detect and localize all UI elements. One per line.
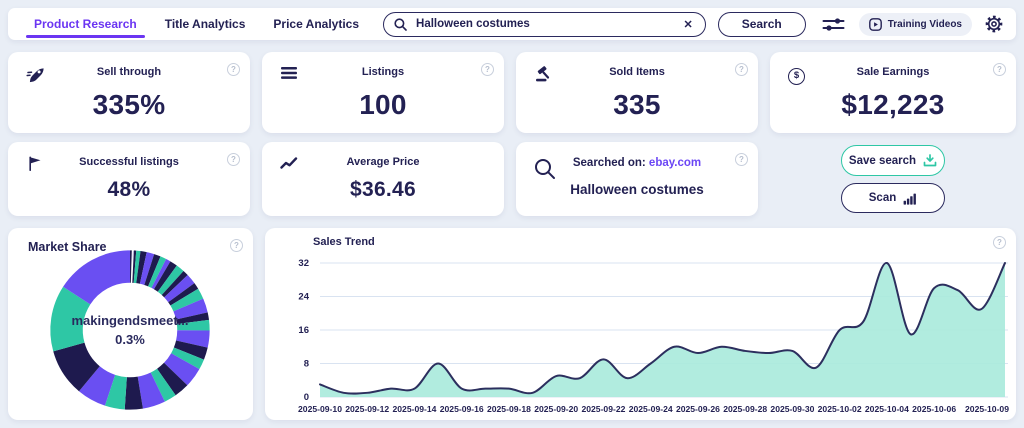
svg-text:32: 32 (298, 258, 309, 269)
help-icon[interactable]: ? (481, 63, 494, 76)
gavel-icon (534, 65, 553, 83)
scan-button[interactable]: Scan (841, 183, 945, 213)
svg-text:2025-09-18: 2025-09-18 (487, 404, 531, 414)
save-tray-icon (923, 154, 937, 167)
help-icon[interactable]: ? (993, 63, 1006, 76)
svg-text:2025-10-06: 2025-10-06 (912, 404, 956, 414)
sale-earnings-card: $ Sale Earnings ? $12,223 (770, 52, 1016, 133)
market-share-donut-chart[interactable]: makingendsmeet... 0.3% (42, 242, 218, 418)
training-videos-button[interactable]: Training Videos (858, 12, 972, 36)
sales-trend-area-chart[interactable]: 0 8 16 24 32 2025-09-10 2025-09-12 2025-09-14 20… (265, 228, 1016, 420)
help-icon[interactable]: ? (227, 63, 240, 76)
svg-text:0: 0 (304, 392, 309, 403)
stat-title: Sell through (96, 66, 162, 78)
average-price-card: Average Price $36.46 (262, 142, 504, 216)
scan-label: Scan (868, 192, 897, 204)
svg-text:2025-09-12: 2025-09-12 (345, 404, 389, 414)
svg-text:2025-09-28: 2025-09-28 (723, 404, 767, 414)
sales-trend-card: Sales Trend ? 0 8 16 24 32 2025-09-10 2025-09-… (265, 228, 1016, 420)
dollar-circle-icon: $ (788, 65, 805, 85)
stat-value: 48% (107, 178, 151, 201)
stat-value: 335 (613, 89, 661, 120)
stat-value: $12,223 (841, 89, 945, 120)
clear-search-icon[interactable]: ✕ (683, 18, 693, 31)
searched-on-card: Searched on: ebay.com ? Halloween costum… (516, 142, 758, 216)
tab-product-research[interactable]: Product Research (20, 8, 151, 40)
stat-title: Sold Items (609, 66, 665, 78)
svg-text:24: 24 (298, 292, 309, 303)
magnifier-icon (534, 158, 557, 181)
trend-line-icon (280, 155, 298, 170)
tab-price-analytics[interactable]: Price Analytics (273, 17, 360, 31)
listings-card: Listings ? 100 (262, 52, 504, 133)
successful-listings-card: Successful listings ? 48% (8, 142, 250, 216)
svg-text:16: 16 (298, 325, 309, 336)
sell-through-card: Sell through ? 335% (8, 52, 250, 133)
market-share-card: Market Share ? makingendsmeet... 0.3% (8, 228, 253, 420)
filters-icon[interactable] (822, 17, 845, 32)
help-icon[interactable]: ? (735, 63, 748, 76)
save-search-label: Save search (848, 154, 917, 167)
search-input[interactable] (414, 17, 682, 31)
help-icon[interactable]: ? (230, 239, 243, 252)
svg-text:2025-09-16: 2025-09-16 (440, 404, 484, 414)
flag-icon (26, 155, 43, 172)
stat-value: 100 (359, 89, 407, 120)
training-videos-label: Training Videos (887, 18, 962, 30)
rocket-icon (26, 65, 45, 84)
stat-title: Listings (361, 66, 405, 78)
tab-title-analytics[interactable]: Title Analytics (164, 17, 246, 31)
search-box[interactable]: ✕ (383, 11, 706, 37)
svg-text:2025-09-22: 2025-09-22 (581, 404, 625, 414)
svg-text:2025-09-10: 2025-09-10 (298, 404, 342, 414)
help-icon[interactable]: ? (993, 236, 1006, 249)
market-share-title: Market Share (28, 240, 107, 254)
svg-text:2025-10-02: 2025-10-02 (818, 404, 862, 414)
svg-text:2025-09-24: 2025-09-24 (629, 404, 673, 414)
search-button[interactable]: Search (717, 11, 806, 37)
svg-text:2025-10-04: 2025-10-04 (865, 404, 909, 414)
svg-text:8: 8 (304, 359, 309, 370)
bar-chart-icon (903, 192, 917, 205)
sold-items-card: Sold Items ? 335 (516, 52, 758, 133)
svg-text:2025-09-30: 2025-09-30 (770, 404, 814, 414)
svg-text:2025-10-09: 2025-10-09 (965, 404, 1009, 414)
stat-title: Successful listings (79, 156, 179, 168)
searched-query: Halloween costumes (570, 182, 704, 197)
stat-title: Average Price (346, 156, 420, 168)
svg-text:2025-09-26: 2025-09-26 (676, 404, 720, 414)
stat-title: Sale Earnings (856, 66, 930, 78)
searched-on-line: Searched on: ebay.com (516, 157, 758, 169)
svg-text:2025-09-20: 2025-09-20 (534, 404, 578, 414)
save-search-button[interactable]: Save search (841, 145, 945, 176)
play-video-icon (868, 17, 882, 31)
searched-on-prefix: Searched on: (572, 157, 646, 169)
help-icon[interactable]: ? (227, 153, 240, 166)
stat-value: 335% (92, 89, 166, 120)
top-bar: Product Research Title Analytics Price A… (8, 8, 1016, 40)
svg-text:2025-09-14: 2025-09-14 (392, 404, 436, 414)
search-icon (394, 17, 407, 31)
stat-value: $36.46 (349, 178, 417, 201)
searched-site-link[interactable]: ebay.com (648, 157, 702, 169)
list-icon (280, 65, 298, 81)
settings-gear-icon[interactable] (984, 14, 1004, 34)
help-icon[interactable]: ? (735, 153, 748, 166)
sales-trend-title: Sales Trend (313, 236, 375, 248)
